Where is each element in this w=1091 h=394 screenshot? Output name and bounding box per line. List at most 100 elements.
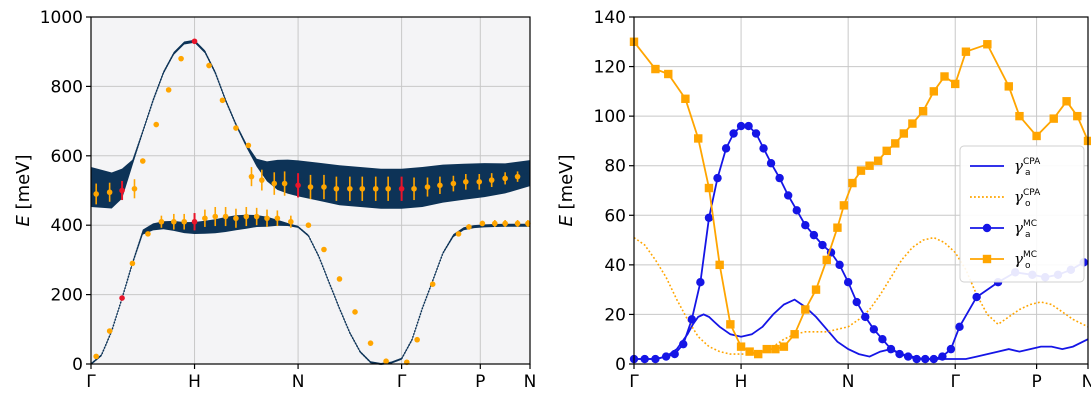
right-xtick-label-3: Γ	[950, 372, 960, 392]
data-point-12	[178, 55, 184, 62]
series-3-point-32	[961, 47, 971, 56]
left-ylabel: E [meV]	[13, 154, 34, 226]
data-point-43	[491, 220, 498, 227]
series-2-point-22	[818, 240, 827, 250]
series-2-point-16	[766, 159, 776, 168]
data-point-26	[243, 213, 250, 220]
left-ytick-label-3: 600	[51, 147, 83, 167]
series-3-point-28	[918, 106, 928, 116]
series-2-point-4	[670, 349, 679, 359]
series-2-point-10	[721, 144, 731, 153]
data-point-57	[372, 185, 379, 192]
data-point-47	[248, 173, 255, 180]
series-3-point-15	[801, 305, 810, 314]
series-2-point-36	[938, 352, 947, 361]
left-xtick-label-3: Γ	[397, 372, 407, 392]
series-3-point-14	[790, 330, 799, 339]
data-point-65	[476, 179, 483, 185]
series-2-point-13	[744, 121, 753, 131]
series-2-point-38	[955, 322, 964, 332]
right-ytick-label-7: 140	[594, 8, 626, 28]
series-3-point-39	[1073, 111, 1082, 121]
data-point-27	[253, 213, 260, 220]
series-3-point-7	[726, 320, 735, 329]
series-line-0	[634, 298, 1089, 360]
data-point-6	[106, 189, 113, 196]
data-point-9	[139, 158, 146, 164]
left-xtick-label-5: N	[524, 372, 537, 392]
series-3-point-23	[873, 156, 883, 165]
data-point-44	[502, 220, 508, 227]
data-point-4	[145, 231, 151, 237]
series-2-point-31	[895, 349, 904, 359]
right-ytick-label-1: 20	[604, 305, 626, 325]
series-3-point-38	[1062, 97, 1071, 106]
data-point-10	[153, 121, 160, 128]
series-3-point-33	[983, 40, 992, 49]
series-3-point-9	[745, 347, 754, 356]
data-point-29	[274, 215, 281, 222]
right-ytick-label-6: 120	[594, 58, 626, 78]
left-frame	[90, 16, 531, 365]
right-xtick-label-2: N	[842, 372, 855, 392]
data-point-58	[385, 185, 391, 192]
series-2-point-11	[729, 129, 738, 138]
data-point-2	[119, 295, 125, 301]
data-point-20	[181, 218, 187, 225]
data-point-62	[437, 182, 443, 189]
left-ytick-label-2: 400	[51, 216, 83, 236]
right-xtick-label-0: Γ	[629, 372, 639, 392]
series-3-point-4	[694, 134, 703, 143]
series-3-point-26	[899, 129, 909, 138]
series-2-point-5	[679, 339, 688, 349]
series-3-point-13	[779, 342, 789, 351]
right-ytick-label-2: 40	[604, 256, 626, 276]
series-2-point-28	[869, 325, 879, 334]
left-ytick-label-4: 800	[51, 77, 83, 97]
series-3-point-30	[940, 72, 949, 81]
series-2-point-24	[835, 260, 844, 270]
series-3-point-34	[1004, 82, 1013, 91]
series-3-point-22	[865, 161, 874, 170]
legend-label-2: γMC a	[1014, 219, 1037, 240]
series-3-point-21	[856, 166, 866, 175]
data-point-33	[336, 276, 343, 282]
series-3-point-11	[762, 344, 771, 354]
data-point-36	[383, 358, 389, 365]
series-3-point-24	[882, 146, 891, 156]
data-point-46	[525, 220, 531, 227]
series-3-point-2	[664, 69, 673, 79]
right-frame	[633, 16, 1089, 365]
series-2-point-25	[843, 278, 853, 287]
data-point-14	[206, 62, 212, 69]
left-xtick-label-2: N	[292, 372, 305, 392]
data-point-24	[222, 213, 229, 220]
series-3-point-36	[1032, 131, 1041, 141]
data-point-68	[514, 173, 521, 180]
right-ylabel: E [meV]	[556, 154, 577, 226]
legend-label-3: γMC o	[1014, 250, 1037, 271]
series-3-point-31	[951, 79, 960, 89]
legend-label-1: γCPA o	[1014, 188, 1041, 209]
series-2-point-35	[929, 354, 939, 364]
data-point-30	[288, 218, 294, 225]
data-point-61	[424, 184, 431, 190]
data-point-11	[165, 87, 172, 93]
data-point-54	[333, 185, 340, 192]
series-2-point-32	[903, 352, 913, 361]
right-xtick-label-4: P	[1031, 372, 1041, 392]
series-2-point-33	[912, 354, 921, 364]
left-ytick-label-0: 0	[72, 355, 83, 375]
data-point-25	[233, 215, 239, 222]
data-point-18	[158, 218, 165, 225]
series-2-point-18	[783, 191, 793, 200]
series-3-point-10	[754, 349, 763, 359]
series-3-point-37	[1049, 114, 1058, 123]
data-point-28	[264, 215, 270, 222]
legend-box	[959, 145, 1085, 283]
series-2-point-9	[713, 173, 722, 183]
left-xtick-label-4: P	[475, 372, 485, 392]
series-2-point-1	[640, 354, 649, 364]
left-ytick-label-5: 1000	[40, 8, 83, 28]
